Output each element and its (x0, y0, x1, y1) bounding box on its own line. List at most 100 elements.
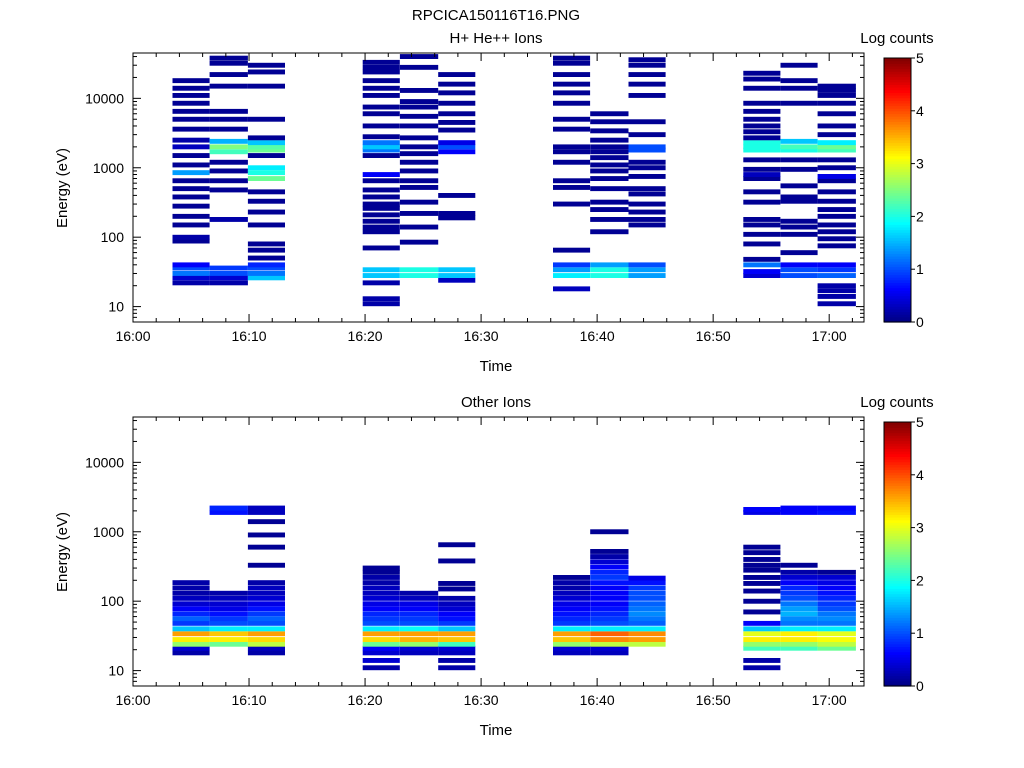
heatmap-cell (590, 650, 629, 656)
colorbar-segment (884, 572, 911, 576)
heatmap-cell (628, 595, 666, 601)
heatmap-cell (590, 149, 629, 155)
heatmap-cell (172, 585, 210, 591)
heatmap-cell (247, 262, 285, 268)
colorbar-segment (884, 113, 911, 117)
heatmap-cell (362, 637, 400, 642)
colorbar-segment (884, 477, 911, 481)
colorbar-segment (884, 171, 911, 175)
heatmap-cell (780, 631, 818, 637)
colorbar-segment (884, 593, 911, 597)
heatmap-cell (172, 100, 210, 106)
heatmap-cell (553, 72, 591, 77)
heatmap-cell (209, 144, 248, 150)
heatmap-cell (362, 111, 400, 117)
colorbar-tick-label: 5 (916, 414, 924, 430)
heatmap-cell (743, 637, 781, 642)
heatmap-cell (780, 616, 818, 622)
heatmap-cell (209, 595, 248, 601)
y-tick-label: 10000 (85, 90, 124, 106)
colorbar-segment (884, 443, 911, 447)
heatmap-cell (743, 140, 781, 146)
heatmap-cell (247, 585, 285, 591)
heatmap-cell (209, 611, 248, 617)
heatmap-cell (817, 93, 856, 98)
colorbar-segment (884, 422, 911, 426)
heatmap-cell (817, 620, 856, 626)
heatmap-cell (209, 510, 248, 515)
heatmap-cell (780, 611, 818, 617)
heatmap-cell (209, 187, 248, 193)
colorbar-segment (884, 303, 911, 307)
x-axis-label: Time (480, 358, 513, 375)
colorbar-segment (884, 564, 911, 568)
heatmap-cell (399, 645, 439, 651)
x-tick-label: 17:00 (812, 328, 847, 344)
colorbar-segment (884, 527, 911, 531)
heatmap-cell (172, 186, 210, 192)
colorbar-segment (884, 503, 911, 508)
heatmap-cell (209, 55, 248, 61)
heatmap-cell (438, 144, 476, 150)
colorbar-tick-label: 2 (916, 208, 924, 224)
heatmap-cell (590, 616, 629, 622)
heatmap-cell (247, 601, 285, 607)
colorbar-segment (884, 97, 911, 101)
heatmap-cell (362, 178, 400, 184)
heatmap-cell (362, 590, 400, 596)
colorbar-segment (884, 606, 911, 611)
heatmap-cell (743, 199, 781, 205)
colorbar-segment (884, 174, 911, 178)
colorbar-segment (884, 649, 911, 653)
heatmap-cell (209, 159, 248, 165)
heatmap-cell (438, 72, 476, 77)
heatmap-cell (362, 650, 400, 656)
heatmap-cell (780, 267, 818, 273)
heatmap-cell (743, 544, 781, 550)
heatmap-cell (780, 626, 818, 632)
heatmap-cell (553, 267, 591, 273)
heatmap-cell (780, 620, 818, 626)
heatmap-cell (817, 505, 856, 511)
heatmap-cell (247, 580, 285, 586)
heatmap-cell (247, 562, 285, 568)
heatmap-cell (590, 564, 629, 570)
colorbar-segment (884, 158, 911, 162)
colorbar-segment (884, 245, 911, 249)
heatmap-cell (362, 626, 400, 632)
heatmap-cell (247, 135, 285, 141)
heatmap-cell (399, 88, 439, 93)
heatmap-cell (247, 645, 285, 651)
y-axis: 10 100 1000 10000 (85, 56, 864, 323)
colorbar-segment (884, 139, 911, 144)
heatmap-cell (743, 575, 781, 580)
heatmap-cell (247, 265, 285, 271)
heatmap-cell (362, 212, 400, 218)
heatmap-cell (362, 104, 400, 110)
heatmap-cell (438, 645, 476, 651)
heatmap-cell (172, 265, 210, 271)
colorbar-segment (884, 229, 911, 233)
colorbar-segment (884, 635, 911, 640)
heatmap-cell (362, 201, 400, 207)
colorbar-segment (884, 79, 911, 83)
heatmap-cell (209, 637, 248, 642)
colorbar-segment (884, 580, 911, 584)
heatmap-cell (399, 123, 439, 129)
colorbar-segment (884, 224, 911, 228)
colorbar-segment (884, 662, 911, 666)
colorbar-segment (884, 588, 911, 592)
heatmap-cell (362, 245, 400, 251)
colorbar-segment (884, 532, 911, 537)
heatmap-cell (362, 616, 400, 622)
y-tick-label: 100 (101, 229, 125, 245)
heatmap-cell (438, 273, 476, 278)
heatmap-cell (780, 183, 818, 189)
heatmap-cell (780, 585, 818, 591)
heatmap-cell (590, 119, 629, 125)
heatmap-cell (438, 616, 476, 622)
heatmap-cell (362, 205, 400, 211)
heatmap-cell (247, 144, 285, 150)
colorbar-segment (884, 195, 911, 199)
heatmap-cell (743, 581, 781, 586)
